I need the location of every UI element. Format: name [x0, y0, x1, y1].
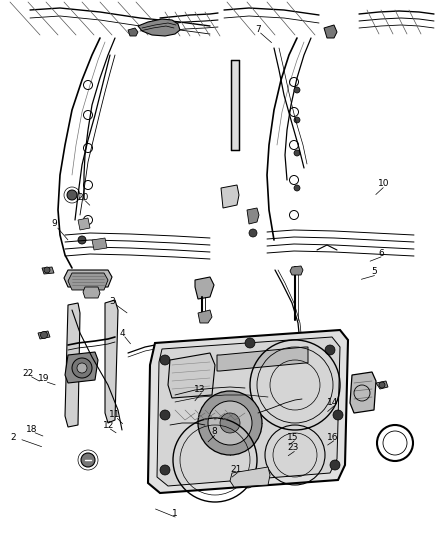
Polygon shape — [198, 310, 212, 323]
Polygon shape — [247, 208, 259, 224]
Text: 3: 3 — [109, 297, 115, 305]
Circle shape — [379, 382, 385, 388]
Circle shape — [325, 345, 335, 355]
Text: 12: 12 — [103, 421, 114, 430]
Polygon shape — [148, 330, 348, 493]
Circle shape — [294, 117, 300, 123]
Circle shape — [220, 413, 240, 433]
Polygon shape — [64, 270, 112, 287]
Circle shape — [333, 410, 343, 420]
Circle shape — [67, 190, 77, 200]
Text: 4: 4 — [120, 329, 125, 337]
Text: 6: 6 — [378, 249, 384, 257]
Text: 19: 19 — [38, 374, 49, 383]
Text: 15: 15 — [287, 433, 298, 441]
Polygon shape — [105, 300, 118, 423]
Polygon shape — [392, 461, 398, 465]
Circle shape — [160, 410, 170, 420]
Circle shape — [245, 338, 255, 348]
Circle shape — [77, 363, 87, 373]
Text: 16: 16 — [327, 433, 339, 441]
Circle shape — [81, 453, 95, 467]
Polygon shape — [157, 337, 340, 486]
Polygon shape — [78, 218, 90, 230]
Polygon shape — [376, 381, 388, 389]
Polygon shape — [195, 277, 214, 299]
Circle shape — [72, 358, 92, 378]
Text: 18: 18 — [26, 425, 37, 434]
Text: 9: 9 — [52, 220, 58, 228]
Circle shape — [160, 355, 170, 365]
Circle shape — [243, 478, 253, 488]
Polygon shape — [42, 267, 54, 274]
Text: 5: 5 — [371, 268, 378, 276]
Text: 8: 8 — [212, 427, 218, 436]
Polygon shape — [65, 303, 80, 427]
Polygon shape — [128, 28, 138, 36]
Text: 1: 1 — [172, 509, 178, 518]
Circle shape — [44, 267, 50, 273]
Text: 22: 22 — [23, 369, 34, 377]
Circle shape — [330, 460, 340, 470]
Text: 7: 7 — [255, 25, 261, 34]
Polygon shape — [92, 238, 107, 250]
Polygon shape — [324, 25, 337, 38]
Polygon shape — [230, 467, 270, 487]
Text: 23: 23 — [287, 443, 298, 452]
Text: 11: 11 — [109, 410, 120, 419]
Polygon shape — [290, 266, 303, 275]
Circle shape — [208, 401, 252, 445]
Circle shape — [160, 465, 170, 475]
Text: 21: 21 — [230, 465, 241, 473]
Polygon shape — [168, 353, 215, 398]
Circle shape — [198, 391, 262, 455]
Circle shape — [40, 332, 47, 338]
Polygon shape — [221, 185, 239, 208]
Text: 10: 10 — [378, 180, 389, 188]
Text: 20: 20 — [78, 193, 89, 201]
Polygon shape — [65, 352, 98, 383]
Circle shape — [294, 150, 300, 156]
Polygon shape — [217, 347, 308, 371]
Polygon shape — [350, 372, 376, 413]
Circle shape — [249, 229, 257, 237]
Polygon shape — [83, 287, 100, 298]
Polygon shape — [231, 60, 239, 150]
Polygon shape — [38, 331, 50, 339]
Text: 13: 13 — [194, 385, 205, 393]
Circle shape — [294, 87, 300, 93]
Circle shape — [78, 236, 86, 244]
Polygon shape — [68, 273, 108, 290]
Text: 2: 2 — [11, 433, 16, 441]
Circle shape — [294, 185, 300, 191]
Text: 14: 14 — [327, 398, 339, 407]
Polygon shape — [138, 19, 180, 36]
